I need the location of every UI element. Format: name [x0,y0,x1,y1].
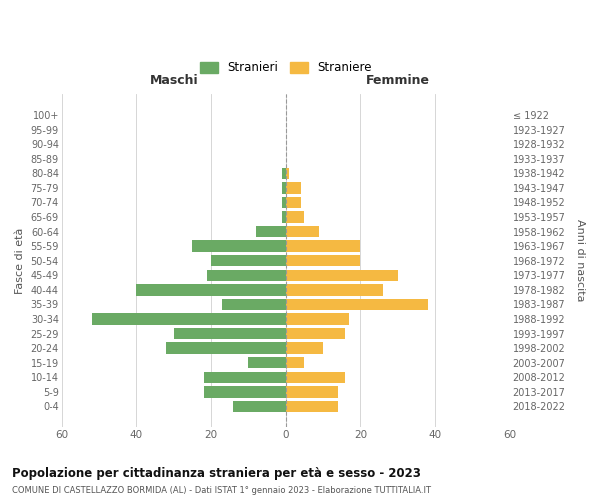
Bar [208,270,286,281]
Bar [286,182,301,194]
Bar [211,255,286,266]
Bar [286,226,319,237]
Bar [248,357,286,368]
Y-axis label: Anni di nascita: Anni di nascita [575,220,585,302]
Y-axis label: Fasce di età: Fasce di età [15,228,25,294]
Text: Popolazione per cittadinanza straniera per età e sesso - 2023: Popolazione per cittadinanza straniera p… [12,468,421,480]
Bar [203,372,286,383]
Bar [256,226,286,237]
Bar [286,357,304,368]
Text: Femmine: Femmine [366,74,430,88]
Bar [286,342,323,354]
Bar [193,240,286,252]
Bar [282,168,286,179]
Legend: Stranieri, Straniere: Stranieri, Straniere [195,57,376,79]
Bar [286,168,289,179]
Bar [136,284,286,296]
Bar [282,182,286,194]
Bar [203,386,286,398]
Bar [222,298,286,310]
Bar [286,400,338,412]
Bar [286,314,349,324]
Bar [286,328,346,339]
Bar [92,314,286,324]
Text: Maschi: Maschi [149,74,198,88]
Bar [174,328,286,339]
Bar [286,270,398,281]
Text: COMUNE DI CASTELLAZZO BORMIDA (AL) - Dati ISTAT 1° gennaio 2023 - Elaborazione T: COMUNE DI CASTELLAZZO BORMIDA (AL) - Dat… [12,486,431,495]
Bar [286,372,346,383]
Bar [286,212,304,222]
Bar [282,196,286,208]
Bar [282,212,286,222]
Bar [286,255,361,266]
Bar [286,240,361,252]
Bar [286,298,428,310]
Bar [233,400,286,412]
Bar [286,386,338,398]
Bar [286,196,301,208]
Bar [166,342,286,354]
Bar [286,284,383,296]
